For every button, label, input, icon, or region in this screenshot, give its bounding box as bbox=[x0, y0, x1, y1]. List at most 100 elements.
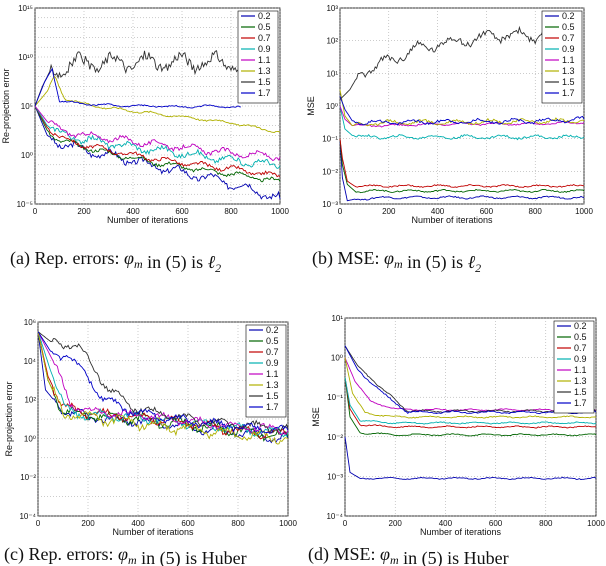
series-line-0.5 bbox=[344, 377, 597, 437]
caption-part: 2 bbox=[215, 261, 221, 275]
x-axis-label: Number of iterations bbox=[411, 215, 493, 225]
caption-part: φ bbox=[384, 248, 394, 268]
caption-part: (d) bbox=[308, 544, 334, 565]
caption-part: MSE: bbox=[334, 544, 381, 564]
legend-entry-0.2: 0.2 bbox=[562, 11, 575, 21]
caption-part: m bbox=[390, 553, 399, 566]
legend-entry-1.3: 1.3 bbox=[562, 66, 575, 76]
x-tick-label: 200 bbox=[81, 519, 95, 528]
y-axis-label: MSE bbox=[311, 407, 321, 427]
legend-entry-0.7: 0.7 bbox=[574, 343, 587, 353]
series-line-0.7 bbox=[344, 377, 597, 429]
series-line-0.7 bbox=[34, 105, 281, 178]
caption-part: (a) bbox=[10, 248, 34, 269]
series-line-0.2 bbox=[344, 436, 597, 480]
legend-entry-0.9: 0.9 bbox=[574, 354, 587, 364]
y-tick-label: 10¹⁵ bbox=[18, 4, 33, 13]
y-tick-label: 10⁶ bbox=[24, 318, 36, 327]
x-tick-label: 0 bbox=[36, 519, 41, 528]
caption-part: 2 bbox=[475, 261, 481, 275]
series-line-0.7 bbox=[339, 138, 585, 188]
series-line-1.7 bbox=[339, 96, 585, 126]
x-axis-label: Number of iterations bbox=[112, 527, 194, 537]
x-tick-label: 200 bbox=[389, 519, 403, 528]
caption-part: m bbox=[128, 553, 137, 566]
x-tick-label: 400 bbox=[431, 207, 445, 216]
caption-part: Rep. errors: bbox=[28, 544, 117, 564]
caption-a: (a) Rep. errors: φm in (5) is ℓ2 bbox=[10, 248, 221, 275]
legend-entry-0.5: 0.5 bbox=[266, 336, 279, 346]
series-line-1.7 bbox=[34, 67, 241, 109]
chart-c: 0 200 400 600 800 1000 10⁻⁴ 10⁻² 10⁰ 10² 10⁴ 10⁶ Num… bbox=[4, 318, 297, 566]
legend-entry-1.7: 1.7 bbox=[266, 402, 279, 412]
y-tick-label: 10¹ bbox=[326, 69, 338, 78]
caption-part: in (5) is Huber bbox=[137, 548, 247, 566]
chart-a: 0 200 400 600 800 1000 10⁻⁵ 10⁰ 10⁵ 10¹⁰ 10¹⁵ Numbe… bbox=[1, 4, 289, 275]
x-tick-label: 1000 bbox=[279, 519, 297, 528]
legend-entry-1.7: 1.7 bbox=[258, 88, 271, 98]
series-line-1.3 bbox=[339, 89, 585, 127]
legend-box bbox=[237, 10, 279, 104]
x-tick-label: 600 bbox=[181, 519, 195, 528]
legend-entry-1.1: 1.1 bbox=[266, 369, 279, 379]
y-tick-label: 10² bbox=[326, 37, 338, 46]
series-line-0.5 bbox=[339, 138, 585, 194]
legend-entry-1.1: 1.1 bbox=[574, 365, 587, 375]
y-tick-label: 10⁰ bbox=[24, 434, 36, 443]
x-tick-label: 600 bbox=[489, 519, 503, 528]
legend-entry-1.3: 1.3 bbox=[266, 380, 279, 390]
chart-b: 0 200 400 600 800 1000 10⁻³ 10⁻² 10⁻¹ 10⁰ 10¹ 10² 10… bbox=[306, 4, 593, 275]
legend-entry-1.1: 1.1 bbox=[258, 55, 271, 65]
legend-entry-0.2: 0.2 bbox=[574, 321, 587, 331]
legend-entry-0.5: 0.5 bbox=[574, 332, 587, 342]
legend-entry-1.7: 1.7 bbox=[562, 88, 575, 98]
series-line-1.3 bbox=[344, 357, 597, 419]
chart-d: 0 200 400 600 800 1000 10⁻⁴ 10⁻³ 10⁻² 10⁻¹ 10⁰ 10¹ N… bbox=[308, 314, 605, 566]
legend-box bbox=[553, 320, 595, 414]
caption-part: m bbox=[394, 257, 403, 271]
series-line-1.3 bbox=[37, 331, 289, 445]
x-tick-label: 400 bbox=[439, 519, 453, 528]
legend-entry-0.2: 0.2 bbox=[266, 325, 279, 335]
x-tick-label: 800 bbox=[224, 207, 238, 216]
x-tick-label: 600 bbox=[175, 207, 189, 216]
series-line-1.3 bbox=[34, 75, 281, 133]
legend-entry-0.2: 0.2 bbox=[258, 11, 271, 21]
legend-entry-1.5: 1.5 bbox=[562, 77, 575, 87]
y-tick-label: 10⁻² bbox=[322, 167, 338, 176]
y-tick-label: 10⁰ bbox=[326, 102, 338, 111]
y-tick-label: 10⁻³ bbox=[327, 472, 343, 481]
caption-b: (b) MSE: φm in (5) is ℓ2 bbox=[312, 248, 481, 275]
series-line-1.1 bbox=[34, 105, 281, 162]
series-line-1.5 bbox=[34, 50, 242, 107]
x-tick-label: 1000 bbox=[575, 207, 593, 216]
caption-part: φ bbox=[118, 544, 128, 564]
x-tick-label: 600 bbox=[480, 207, 494, 216]
legend-entry-0.5: 0.5 bbox=[562, 22, 575, 32]
series-line-0.9 bbox=[344, 377, 597, 425]
x-tick-label: 0 bbox=[338, 207, 343, 216]
legend-entry-1.5: 1.5 bbox=[258, 77, 271, 87]
x-tick-label: 800 bbox=[539, 519, 553, 528]
legend-box bbox=[541, 10, 583, 104]
x-axis-label: Number of iterations bbox=[420, 527, 502, 537]
series-line-0.9 bbox=[339, 105, 585, 141]
y-tick-label: 10⁵ bbox=[21, 102, 33, 111]
caption-part: φ bbox=[124, 248, 134, 268]
y-tick-label: 10⁻⁴ bbox=[326, 512, 343, 521]
caption-part: (b) bbox=[312, 248, 338, 269]
x-tick-label: 1000 bbox=[271, 207, 289, 216]
legend-entry-1.1: 1.1 bbox=[562, 55, 575, 65]
x-tick-label: 1000 bbox=[587, 519, 605, 528]
series-line-0.9 bbox=[34, 105, 281, 169]
legend-entry-1.5: 1.5 bbox=[574, 387, 587, 397]
legend-entry-0.7: 0.7 bbox=[562, 33, 575, 43]
x-tick-label: 0 bbox=[343, 519, 348, 528]
y-tick-label: 10¹⁰ bbox=[18, 53, 33, 62]
legend-entry-0.5: 0.5 bbox=[258, 22, 271, 32]
legend-entry-1.3: 1.3 bbox=[258, 66, 271, 76]
y-tick-label: 10⁰ bbox=[331, 354, 343, 363]
x-tick-label: 200 bbox=[382, 207, 396, 216]
